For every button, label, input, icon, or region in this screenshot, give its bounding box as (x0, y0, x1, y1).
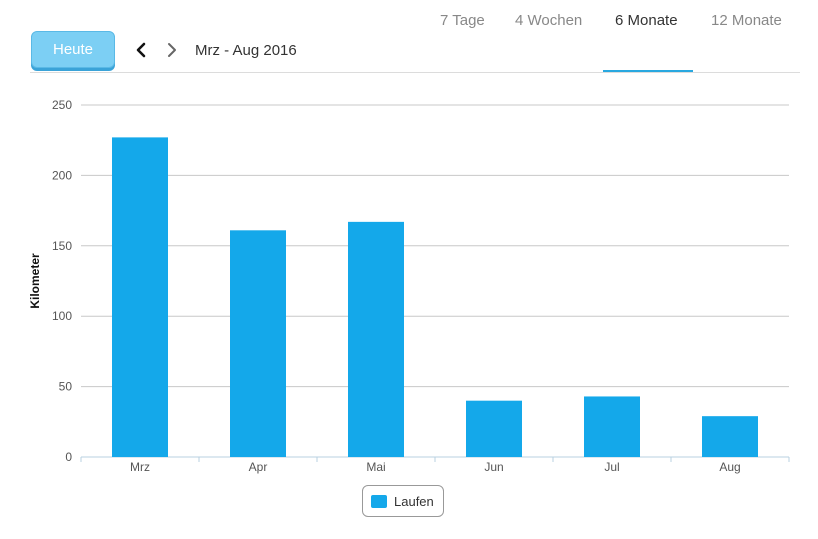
tab-6-monate[interactable]: 6 Monate (615, 12, 678, 29)
bar-mrz (112, 137, 168, 457)
bar-apr (230, 230, 286, 457)
toolbar: Heute Mrz - Aug 2016 7 Tage 4 Wochen 6 M… (0, 0, 818, 74)
period-label: Mrz - Aug 2016 (195, 42, 297, 59)
bar-jun (466, 400, 522, 457)
legend-label: Laufen (394, 493, 434, 509)
tab-12-monate[interactable]: 12 Monate (711, 12, 782, 29)
x-tick-label: Apr (249, 460, 268, 474)
chevron-right-icon[interactable] (163, 40, 179, 60)
active-tab-indicator (603, 70, 693, 72)
bar-jul (584, 396, 640, 457)
y-tick-label: 250 (52, 98, 72, 112)
today-button[interactable]: Heute (31, 31, 115, 68)
x-tick-label: Jun (484, 460, 503, 474)
x-tick-label: Mrz (130, 460, 150, 474)
y-tick-label: 0 (65, 450, 72, 464)
bar-chart: 0 50 100 150 200 250 Kilometer Mrz Apr Mai Jun Jul A… (28, 98, 790, 474)
y-axis-title: Kilometer (28, 253, 42, 309)
bar-aug (702, 416, 758, 457)
bar-mai (348, 221, 404, 457)
legend-swatch (371, 494, 387, 508)
tab-4-wochen[interactable]: 4 Wochen (515, 12, 583, 29)
y-tick-label: 200 (52, 168, 72, 182)
chevron-left-icon[interactable] (134, 40, 150, 60)
tab-7-tage[interactable]: 7 Tage (440, 12, 485, 29)
legend-item-laufen[interactable]: Laufen (362, 485, 444, 517)
y-tick-label: 150 (52, 239, 72, 253)
y-tick-label: 50 (59, 380, 73, 394)
y-tick-label: 100 (52, 309, 72, 323)
x-tick-label: Aug (719, 460, 740, 474)
x-tick-label: Mai (366, 460, 385, 474)
toolbar-divider (30, 72, 800, 73)
x-tick-label: Jul (604, 460, 619, 474)
